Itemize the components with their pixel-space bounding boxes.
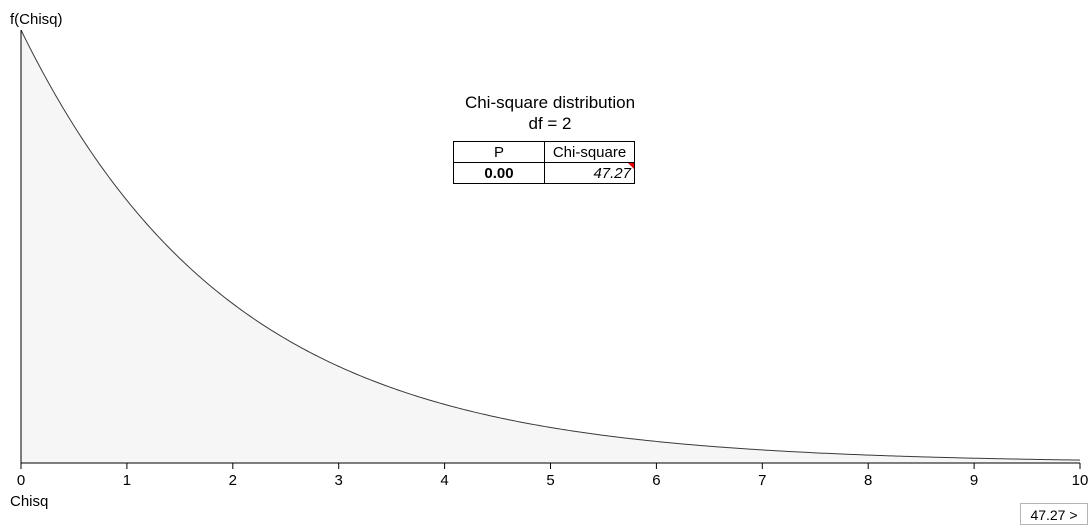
x-tick-label-5: 5: [546, 472, 554, 489]
next-value-button[interactable]: 47.27 >: [1020, 503, 1088, 525]
p-value-cell[interactable]: 0.00: [453, 162, 545, 184]
probability-table-header-row: P Chi-square: [453, 141, 635, 163]
p-header: P: [453, 141, 545, 163]
probability-table-value-row: 0.00 47.27: [453, 162, 635, 184]
density-area: [21, 30, 1080, 463]
x-tick-label-6: 6: [652, 472, 660, 489]
x-tick-label-7: 7: [758, 472, 766, 489]
x-tick-label-10: 10: [1072, 472, 1089, 489]
x-tick-label-0: 0: [17, 472, 25, 489]
x-tick-label-1: 1: [123, 472, 131, 489]
edit-marker-icon: [628, 163, 634, 169]
x-tick-label-8: 8: [864, 472, 872, 489]
x-tick-label-3: 3: [335, 472, 343, 489]
chart-subtitle: df = 2: [528, 114, 572, 133]
chi-square-value-cell[interactable]: 47.27: [544, 162, 635, 184]
x-tick-label-4: 4: [440, 472, 448, 489]
probability-table: P Chi-square 0.00 47.27: [453, 141, 635, 184]
x-tick-label-2: 2: [229, 472, 237, 489]
chart-title: Chi-square distribution: [464, 93, 636, 112]
y-axis-label: f(Chisq): [10, 11, 63, 28]
density-curve: [20, 29, 1081, 461]
chi-square-value: 47.27: [593, 164, 631, 182]
x-tick-label-9: 9: [970, 472, 978, 489]
x-axis-label: Chisq: [10, 493, 49, 510]
chi-square-header: Chi-square: [544, 141, 635, 163]
